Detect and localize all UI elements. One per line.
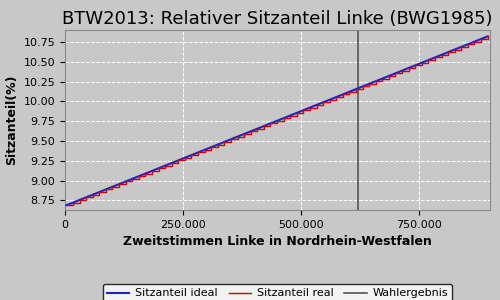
- Sitzanteil real: [274, 119, 280, 123]
- Sitzanteil ideal: [266, 122, 272, 126]
- Sitzanteil ideal: [408, 65, 414, 69]
- X-axis label: Zweitstimmen Linke in Nordrhein-Westfalen: Zweitstimmen Linke in Nordrhein-Westfale…: [123, 235, 432, 248]
- Sitzanteil real: [116, 182, 122, 186]
- Sitzanteil ideal: [292, 112, 298, 116]
- Line: Sitzanteil real: Sitzanteil real: [66, 36, 488, 205]
- Title: BTW2013: Relativer Sitzanteil Linke (BWG1985): BTW2013: Relativer Sitzanteil Linke (BWG…: [62, 11, 493, 28]
- Sitzanteil real: [241, 135, 247, 138]
- Sitzanteil ideal: [314, 103, 320, 106]
- Legend: Sitzanteil ideal, Sitzanteil real, Wahlergebnis: Sitzanteil ideal, Sitzanteil real, Wahle…: [103, 284, 452, 300]
- Sitzanteil real: [326, 98, 332, 101]
- Line: Sitzanteil ideal: Sitzanteil ideal: [66, 36, 488, 205]
- Sitzanteil ideal: [484, 34, 490, 38]
- Sitzanteil ideal: [264, 123, 270, 127]
- Sitzanteil real: [234, 135, 240, 138]
- Sitzanteil real: [64, 203, 70, 207]
- Sitzanteil ideal: [64, 203, 70, 207]
- Y-axis label: Sitzanteil(%): Sitzanteil(%): [5, 75, 18, 165]
- Sitzanteil real: [307, 108, 313, 112]
- Sitzanteil ideal: [474, 39, 480, 42]
- Sitzanteil real: [484, 34, 490, 38]
